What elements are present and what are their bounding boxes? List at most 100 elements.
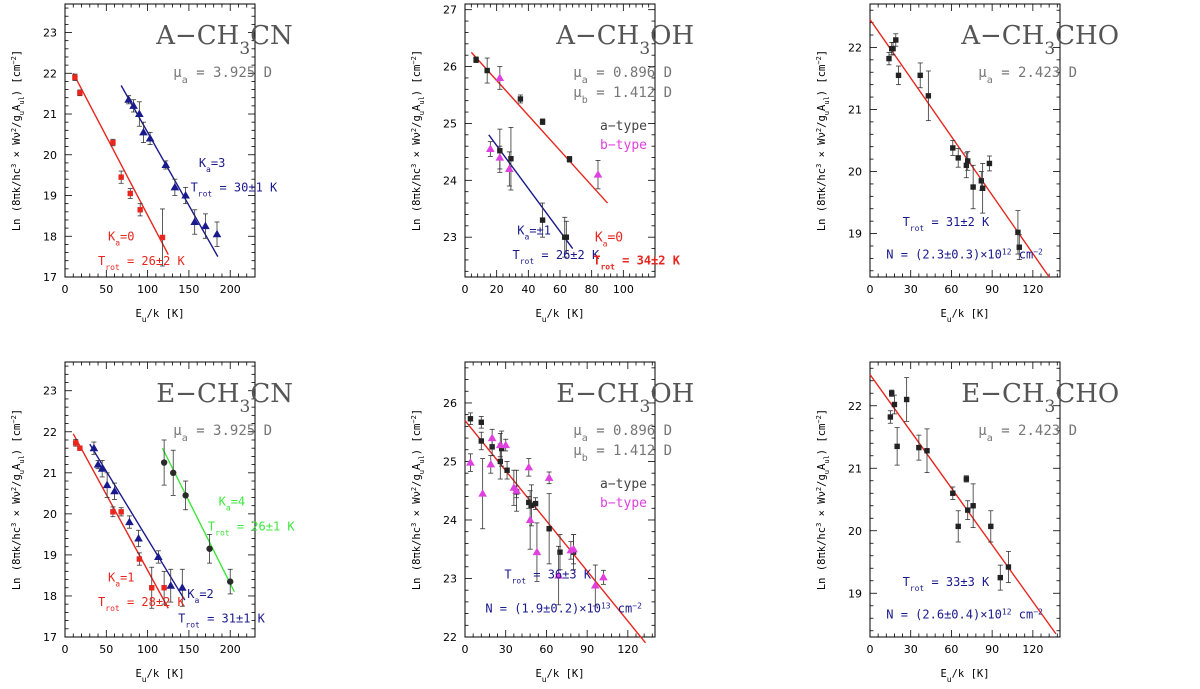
panel-title: E−CH3CHO <box>961 379 1119 417</box>
x-tick-label: 0 <box>867 283 874 296</box>
data-point <box>887 414 894 420</box>
data-point <box>127 190 133 197</box>
data-point <box>539 217 546 223</box>
data-point <box>110 509 116 515</box>
data-point <box>970 503 976 509</box>
data-point <box>486 459 496 468</box>
data-point <box>557 549 563 555</box>
y-tick-label: 17 <box>43 631 57 644</box>
x-tick-label: 0 <box>867 643 874 656</box>
fit-line <box>89 443 186 601</box>
data-point <box>512 486 521 494</box>
y-tick-label: 24 <box>443 514 457 527</box>
x-tick-label: 60 <box>944 283 958 296</box>
data-point <box>97 464 107 472</box>
data-point <box>206 545 213 552</box>
y-tick-label: 27 <box>443 4 457 17</box>
data-point <box>466 458 475 466</box>
legend-entry: a−type <box>600 119 647 134</box>
annotation: Trot = 28±2 K <box>98 595 185 613</box>
annotation: N = (2.3±0.3)×1012 cm−2 <box>886 247 1043 262</box>
annotation: Trot = 33±3 K <box>903 575 990 593</box>
data-point <box>916 444 922 451</box>
data-point <box>498 445 505 452</box>
data-point <box>159 234 166 241</box>
data-point <box>539 119 546 125</box>
data-point <box>166 581 176 589</box>
x-axis-label: Eu/k [K] <box>535 308 584 324</box>
data-point <box>590 581 600 589</box>
x-tick-label: 100 <box>613 283 634 296</box>
x-tick-label: 0 <box>62 643 69 656</box>
data-point <box>110 139 116 146</box>
fit-line <box>120 85 219 257</box>
x-axis-label: Eu/k [K] <box>535 668 584 684</box>
data-point <box>212 229 222 238</box>
dipole-moment: μa = 3.925 D <box>173 423 272 444</box>
data-point <box>73 440 79 446</box>
x-tick-label: 30 <box>904 643 918 656</box>
annotation: Ka=0 <box>108 229 135 247</box>
fit-line <box>464 420 647 644</box>
x-tick-label: 100 <box>137 643 158 656</box>
y-tick-label: 23 <box>443 231 457 244</box>
x-tick-label: 100 <box>137 283 158 296</box>
data-point <box>77 90 83 96</box>
y-tick-label: 22 <box>43 426 57 439</box>
data-point <box>486 144 495 153</box>
x-tick-label: 30 <box>904 283 918 296</box>
data-point <box>505 164 514 172</box>
panel-title: A−CH3CN <box>155 21 293 59</box>
data-point <box>89 443 99 452</box>
panel-title: E−CH3CN <box>156 379 293 417</box>
x-tick-label: 120 <box>1022 643 1043 656</box>
data-point <box>889 390 895 396</box>
annotation: Trot = 30±1 K <box>191 180 278 198</box>
data-point <box>1005 564 1012 570</box>
data-point <box>955 155 961 161</box>
fit-line <box>72 433 169 609</box>
fit-line <box>869 374 1057 635</box>
data-point <box>532 500 539 507</box>
x-tick-label: 60 <box>944 643 958 656</box>
data-point <box>965 158 971 164</box>
data-point <box>970 184 976 190</box>
data-point <box>554 571 563 579</box>
data-point <box>504 467 510 473</box>
annotation: Trot = 31±1 K <box>178 612 265 630</box>
data-point <box>963 476 970 482</box>
data-point <box>170 469 177 477</box>
data-point <box>925 93 932 99</box>
data-point <box>190 217 199 225</box>
y-axis-label: Ln (8πk/hc3 × Wν2/guAul) [cm−2] <box>815 50 831 231</box>
data-point <box>1015 229 1021 236</box>
y-tick-label: 19 <box>43 549 57 562</box>
x-tick-label: 80 <box>585 283 599 296</box>
data-point <box>599 572 608 581</box>
x-axis-label: Eu/k [K] <box>135 308 184 324</box>
data-point <box>149 585 155 591</box>
annotation: Ka=3 <box>199 156 226 174</box>
legend-entry: a−type <box>600 477 647 492</box>
data-point <box>478 489 487 497</box>
data-point <box>467 416 474 422</box>
panel-6: 0 30 60 90 120 19 20 21 22 Eu/k [K] Ln (8πk/hc3 × … <box>815 361 1119 684</box>
panel-1: 0 50 100 150 200 17 18 19 20 21 22 23 Eu/k [K] Ln (8π… <box>10 3 293 324</box>
panel-4: 0 50 100 150 200 17 18 19 20 21 22 23 Eu/k [K] Ln (8π… <box>10 361 295 684</box>
data-point <box>986 160 993 167</box>
y-tick-label: 26 <box>443 61 457 74</box>
data-point <box>72 74 78 81</box>
panel-5: 0 30 60 90 120 22 23 24 25 26 Eu/k [K] Ln (8πk/hc3 … <box>410 361 694 684</box>
panel-title: A−CH3CHO <box>960 21 1119 59</box>
x-tick-label: 0 <box>62 283 69 296</box>
data-point <box>950 145 956 151</box>
y-tick-label: 18 <box>43 590 57 603</box>
data-point <box>524 462 534 471</box>
data-point <box>137 207 143 213</box>
y-tick-label: 19 <box>848 228 862 241</box>
dipole-moment: μb = 1.412 D <box>573 443 672 464</box>
data-point <box>118 174 124 180</box>
y-tick-label: 22 <box>443 631 457 644</box>
y-tick-label: 26 <box>443 397 457 410</box>
